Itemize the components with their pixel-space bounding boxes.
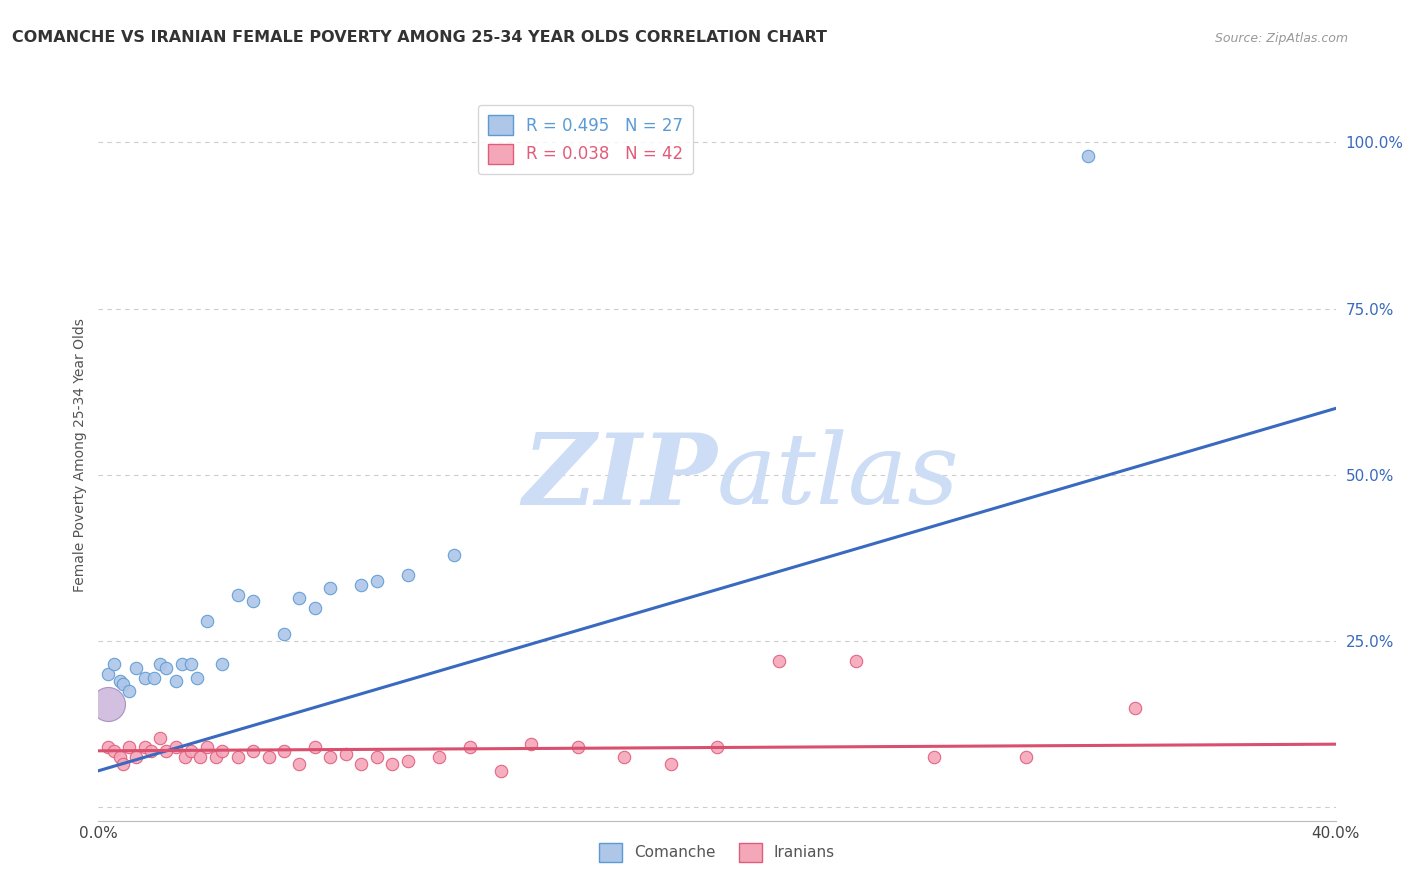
Point	[242, 594, 264, 608]
Point	[319, 750, 342, 764]
Point	[242, 744, 264, 758]
Point	[108, 673, 131, 688]
Point	[443, 548, 465, 562]
Point	[97, 667, 120, 681]
Point	[489, 764, 512, 778]
Point	[458, 740, 481, 755]
Point	[149, 731, 172, 745]
Point	[118, 740, 141, 755]
Point	[396, 567, 419, 582]
Point	[319, 581, 342, 595]
Point	[143, 671, 166, 685]
Point	[288, 757, 311, 772]
Point	[195, 614, 218, 628]
Point	[211, 744, 233, 758]
Point	[366, 574, 388, 589]
Point	[273, 627, 295, 641]
Point	[211, 657, 233, 672]
Point	[659, 757, 682, 772]
Point	[139, 744, 162, 758]
Text: Source: ZipAtlas.com: Source: ZipAtlas.com	[1215, 32, 1348, 45]
Point	[155, 661, 177, 675]
Point	[165, 673, 187, 688]
Point	[350, 577, 373, 591]
Point	[427, 750, 450, 764]
Point	[366, 750, 388, 764]
Point	[922, 750, 945, 764]
Point	[1077, 149, 1099, 163]
Point	[273, 744, 295, 758]
Point	[149, 657, 172, 672]
Point	[304, 740, 326, 755]
Point	[97, 698, 120, 712]
Point	[226, 750, 249, 764]
Point	[103, 657, 125, 672]
Legend: Comanche, Iranians: Comanche, Iranians	[593, 837, 841, 868]
Point	[335, 747, 357, 761]
Point	[108, 750, 131, 764]
Text: ZIP: ZIP	[522, 429, 717, 525]
Point	[396, 754, 419, 768]
Point	[350, 757, 373, 772]
Point	[304, 600, 326, 615]
Point	[381, 757, 404, 772]
Point	[186, 671, 208, 685]
Text: COMANCHE VS IRANIAN FEMALE POVERTY AMONG 25-34 YEAR OLDS CORRELATION CHART: COMANCHE VS IRANIAN FEMALE POVERTY AMONG…	[11, 30, 827, 45]
Point	[124, 750, 146, 764]
Point	[180, 657, 202, 672]
Point	[288, 591, 311, 605]
Text: atlas: atlas	[717, 429, 960, 524]
Point	[768, 654, 790, 668]
Point	[613, 750, 636, 764]
Point	[124, 661, 146, 675]
Point	[97, 740, 120, 755]
Point	[103, 744, 125, 758]
Point	[170, 657, 193, 672]
Point	[165, 740, 187, 755]
Point	[1015, 750, 1038, 764]
Point	[155, 744, 177, 758]
Point	[180, 744, 202, 758]
Y-axis label: Female Poverty Among 25-34 Year Olds: Female Poverty Among 25-34 Year Olds	[73, 318, 87, 592]
Point	[1123, 700, 1146, 714]
Point	[174, 750, 197, 764]
Point	[118, 684, 141, 698]
Point	[134, 671, 156, 685]
Point	[195, 740, 218, 755]
Point	[520, 737, 543, 751]
Point	[134, 740, 156, 755]
Point	[112, 757, 135, 772]
Point	[567, 740, 589, 755]
Point	[226, 588, 249, 602]
Point	[205, 750, 228, 764]
Point	[257, 750, 280, 764]
Point	[112, 677, 135, 691]
Point	[845, 654, 868, 668]
Point	[706, 740, 728, 755]
Point	[190, 750, 212, 764]
